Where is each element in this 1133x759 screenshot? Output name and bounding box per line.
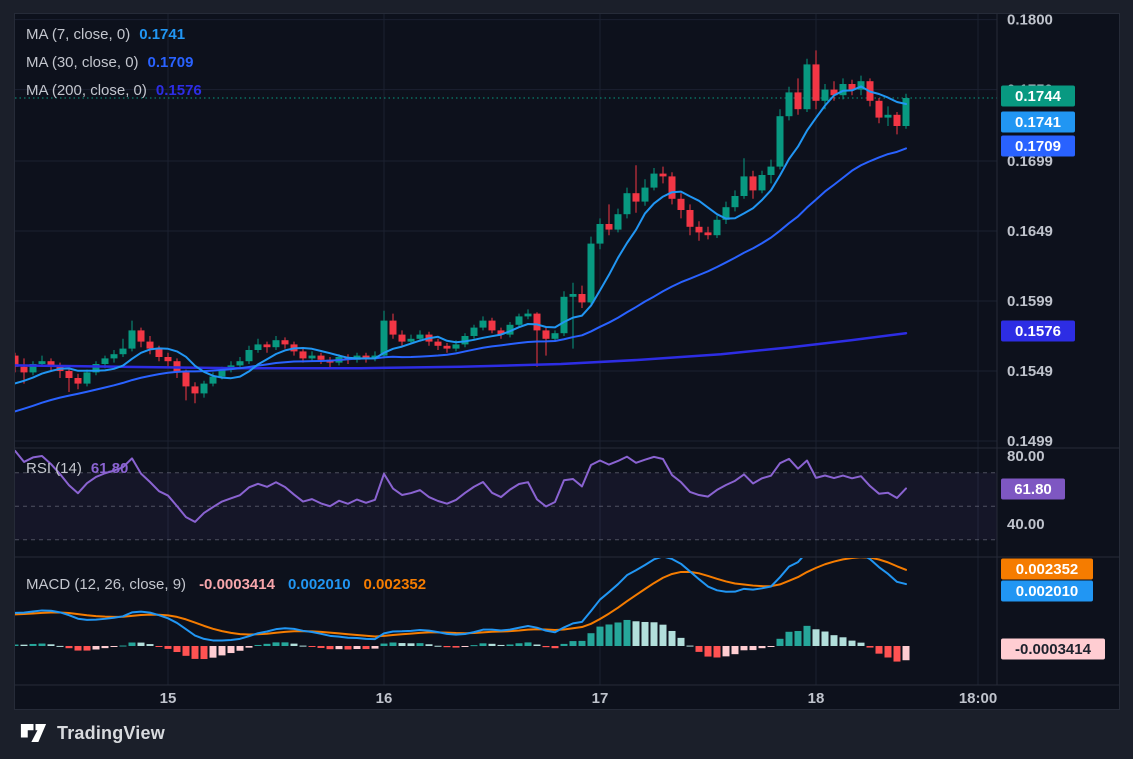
macd-histogram-value: -0.0003414 [199,576,275,593]
svg-text:61.80: 61.80 [1014,481,1052,498]
ma7-legend-row[interactable]: MA (7, close, 0) 0.1741 [26,26,202,43]
ma30-line [15,147,907,413]
ma7-line [15,85,907,385]
svg-text:18:00: 18:00 [959,690,997,707]
svg-text:18: 18 [808,690,825,707]
svg-text:80.00: 80.00 [1007,448,1045,465]
rsi-band [15,472,997,541]
macd-legend-label: MACD (12, 26, close, 9) [26,576,187,593]
pane-separators [15,14,1119,686]
macd-line [15,558,907,642]
ma200-legend-value: 0.1576 [155,82,202,99]
macd-histogram [15,619,910,662]
ma200-legend-label: MA (200, close, 0) [26,82,147,99]
ma30-legend-row[interactable]: MA (30, close, 0) 0.1709 [26,54,202,71]
ma200-legend-row[interactable]: MA (200, close, 0) 0.1576 [26,82,202,99]
price-axis[interactable]: 0.18000.17500.16990.16490.15990.15490.14… [1001,14,1105,660]
svg-text:0.1800: 0.1800 [1007,14,1053,29]
svg-text:-0.0003414: -0.0003414 [1015,641,1092,658]
macd-signal-value: 0.002352 [363,576,427,593]
chart-widget: 0.18000.17500.16990.16490.15990.15490.14… [14,13,1120,710]
chart-canvas[interactable]: 0.18000.17500.16990.16490.15990.15490.14… [15,14,1119,709]
ma30-legend-label: MA (30, close, 0) [26,54,139,71]
svg-text:0.002010: 0.002010 [1016,583,1079,600]
svg-text:16: 16 [376,690,393,707]
rsi-legend-label: RSI (14) [26,460,82,477]
svg-text:40.00: 40.00 [1007,516,1045,533]
ma30-legend-value: 0.1709 [147,54,194,71]
svg-text:0.1499: 0.1499 [1007,433,1053,450]
tradingview-attribution[interactable]: TradingView [20,716,165,750]
svg-text:0.002352: 0.002352 [1016,561,1079,578]
macd-line-value: 0.002010 [287,576,351,593]
svg-text:15: 15 [160,690,177,707]
macd-signal-line [15,558,907,638]
svg-text:0.1744: 0.1744 [1015,88,1062,105]
svg-text:0.1741: 0.1741 [1015,114,1061,131]
svg-text:0.1576: 0.1576 [1015,323,1061,340]
svg-text:0.1649: 0.1649 [1007,223,1053,240]
rsi-legend[interactable]: RSI (14) 61.80 [26,460,128,488]
ma-legend: MA (7, close, 0) 0.1741 MA (30, close, 0… [26,26,202,110]
ma200-line [15,331,908,370]
ma7-legend-label: MA (7, close, 0) [26,26,131,43]
tradingview-logo-icon [20,724,47,742]
svg-text:0.1599: 0.1599 [1007,293,1053,310]
svg-text:0.1699: 0.1699 [1007,153,1053,170]
candles-layer [15,50,910,404]
rsi-line [15,449,907,523]
svg-text:17: 17 [592,690,609,707]
svg-text:0.1709: 0.1709 [1015,138,1061,155]
tradingview-brand-text: TradingView [57,722,165,743]
time-axis[interactable]: 15 16 17 18 18:00 [160,690,998,707]
ma7-legend-value: 0.1741 [139,26,186,43]
svg-text:0.1549: 0.1549 [1007,363,1053,380]
rsi-legend-value: 61.80 [90,460,129,477]
macd-legend[interactable]: MACD (12, 26, close, 9) -0.0003414 0.002… [26,576,426,604]
